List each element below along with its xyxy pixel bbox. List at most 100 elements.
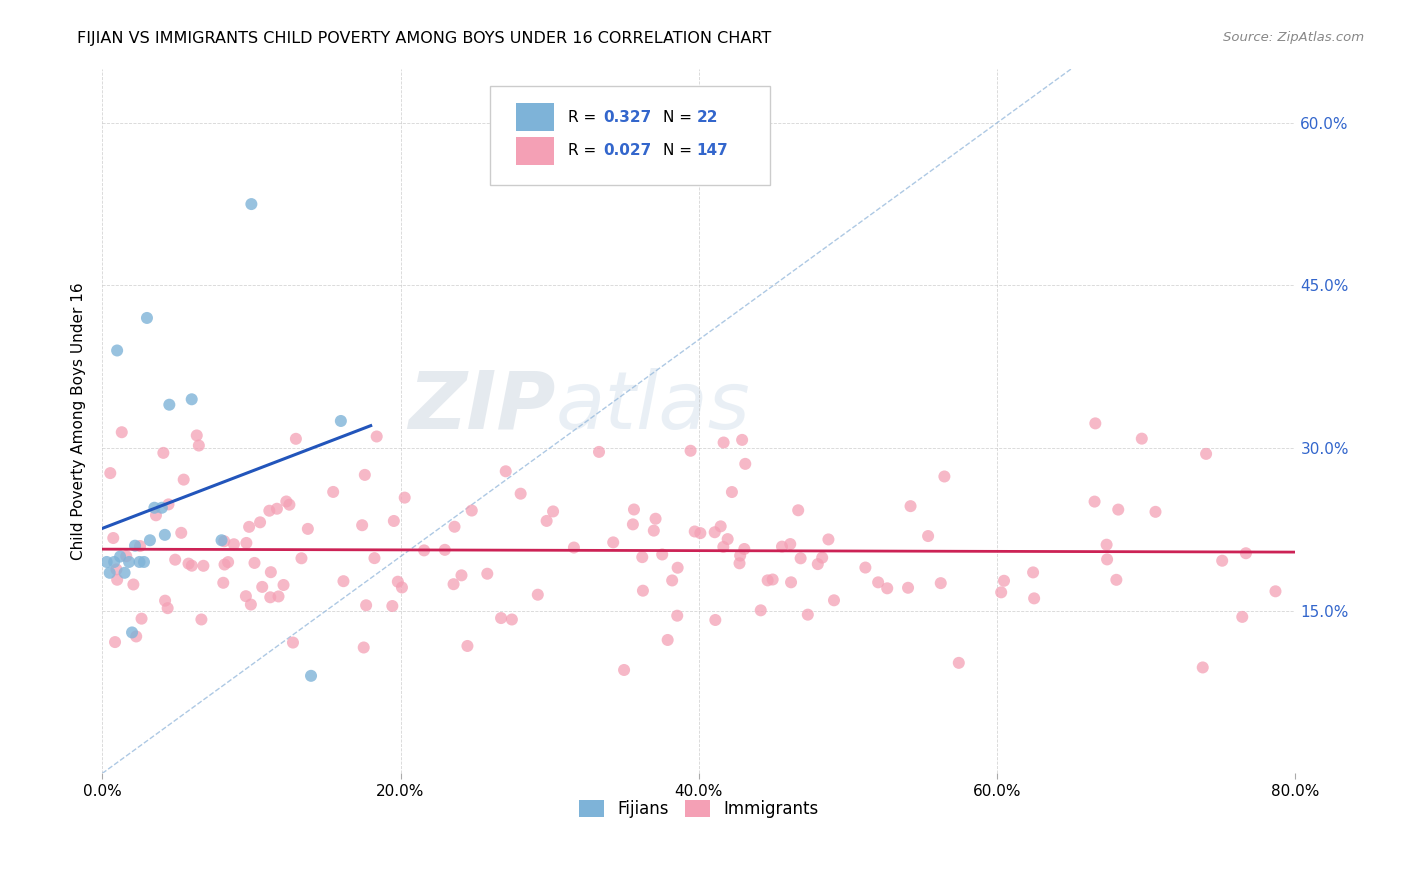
Point (643, 524, 665, 538)
Point (150, 500, 173, 515)
Point (541, 504, 564, 518)
Point (259, 591, 281, 605)
Point (489, 611, 512, 625)
Point (170, 525, 193, 540)
Point (266, 501, 288, 516)
FancyBboxPatch shape (516, 136, 554, 165)
Point (657, 632, 679, 647)
Point (329, 414, 352, 428)
Point (631, 550, 654, 565)
Point (153, 593, 176, 607)
Point (526, 588, 548, 602)
Point (105, 562, 128, 576)
Point (187, 438, 209, 452)
Point (823, 593, 845, 607)
Point (728, 557, 751, 571)
Point (666, 608, 689, 623)
Point (180, 558, 202, 573)
Point (259, 504, 281, 518)
Point (267, 590, 290, 604)
Point (190, 612, 212, 626)
Point (214, 558, 236, 572)
Point (868, 575, 890, 590)
Point (1191, 660, 1213, 674)
Point (212, 534, 235, 549)
Point (249, 516, 271, 530)
Point (477, 566, 499, 581)
Point (96, 555, 118, 569)
Text: N =: N = (664, 110, 697, 125)
Point (1264, 584, 1286, 599)
Point (180, 392, 202, 407)
Point (238, 520, 260, 534)
Point (129, 539, 152, 553)
Point (948, 656, 970, 670)
Point (165, 552, 187, 566)
Point (353, 640, 375, 655)
Point (721, 485, 744, 500)
Point (212, 575, 235, 590)
Point (273, 578, 295, 592)
Point (711, 540, 734, 554)
Point (588, 445, 610, 459)
Point (252, 580, 274, 594)
Point (98, 566, 121, 580)
Point (756, 574, 779, 588)
Point (990, 585, 1012, 599)
Point (443, 577, 465, 591)
Point (734, 457, 756, 471)
Point (853, 560, 876, 574)
Point (456, 639, 478, 653)
Point (602, 535, 624, 549)
Point (613, 663, 636, 677)
Point (366, 429, 388, 443)
Point (104, 635, 127, 649)
Point (733, 541, 755, 556)
Point (111, 425, 134, 440)
Point (260, 565, 283, 579)
Point (1095, 552, 1118, 566)
Text: 0.327: 0.327 (603, 110, 651, 125)
Point (284, 432, 307, 446)
Point (391, 581, 413, 595)
Text: 147: 147 (696, 144, 728, 159)
Point (731, 433, 754, 447)
Point (509, 486, 531, 500)
Point (122, 577, 145, 591)
Point (103, 531, 125, 545)
Point (156, 601, 179, 615)
Point (703, 525, 725, 540)
Text: R =: R = (568, 144, 600, 159)
Point (278, 498, 301, 512)
Point (222, 537, 245, 551)
Text: Source: ZipAtlas.com: Source: ZipAtlas.com (1223, 31, 1364, 45)
FancyBboxPatch shape (491, 87, 770, 185)
Point (363, 551, 385, 566)
Point (322, 484, 344, 499)
Point (239, 598, 262, 612)
Point (243, 556, 266, 570)
Point (789, 551, 811, 566)
Point (900, 499, 922, 513)
Point (631, 583, 654, 598)
Point (780, 575, 803, 590)
Point (450, 568, 472, 582)
Point (118, 555, 141, 569)
Y-axis label: Child Poverty Among Boys Under 16: Child Poverty Among Boys Under 16 (72, 282, 86, 560)
Point (105, 343, 128, 358)
Point (728, 549, 751, 563)
Point (281, 635, 304, 649)
FancyBboxPatch shape (516, 103, 554, 131)
Point (779, 537, 801, 551)
Point (1234, 546, 1257, 560)
Point (153, 528, 176, 542)
Point (354, 599, 377, 613)
Point (299, 669, 322, 683)
Point (1232, 610, 1254, 624)
Point (131, 612, 153, 626)
Point (770, 540, 793, 554)
Point (443, 520, 465, 534)
Point (897, 581, 920, 595)
Text: atlas: atlas (555, 368, 751, 446)
Point (332, 574, 354, 589)
